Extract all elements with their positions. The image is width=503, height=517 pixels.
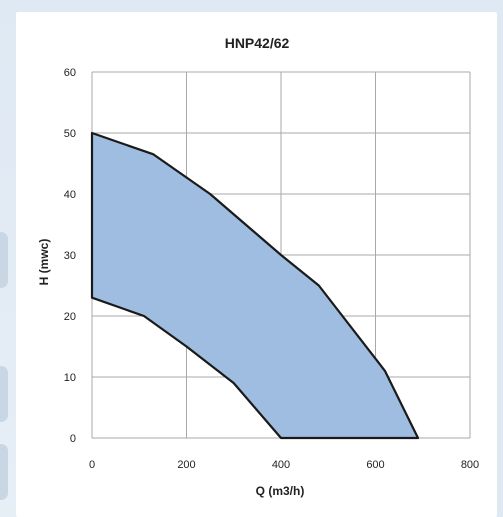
y-tick-label: 60: [64, 67, 76, 79]
x-tick-label: 200: [177, 459, 195, 471]
x-tick-label: 0: [89, 459, 95, 471]
rail-tab: [0, 444, 8, 500]
chart-title: HNP42/62: [225, 35, 290, 51]
x-tick-label: 800: [461, 459, 479, 471]
y-tick-label: 0: [70, 433, 76, 445]
rail-tab: [0, 232, 8, 288]
left-rail: [0, 0, 16, 517]
rail-tab: [0, 366, 8, 422]
y-tick-label: 30: [64, 250, 76, 262]
x-tick-label: 400: [272, 459, 290, 471]
y-tick-label: 50: [64, 128, 76, 140]
operating-region: [90, 131, 420, 440]
x-axis-label: Q (m3/h): [256, 484, 305, 498]
y-tick-label: 10: [64, 372, 76, 384]
y-axis-label: H (mwc): [37, 239, 51, 286]
x-tick-label: 600: [366, 459, 384, 471]
y-tick-label: 20: [64, 311, 76, 323]
y-tick-label: 40: [64, 189, 76, 201]
